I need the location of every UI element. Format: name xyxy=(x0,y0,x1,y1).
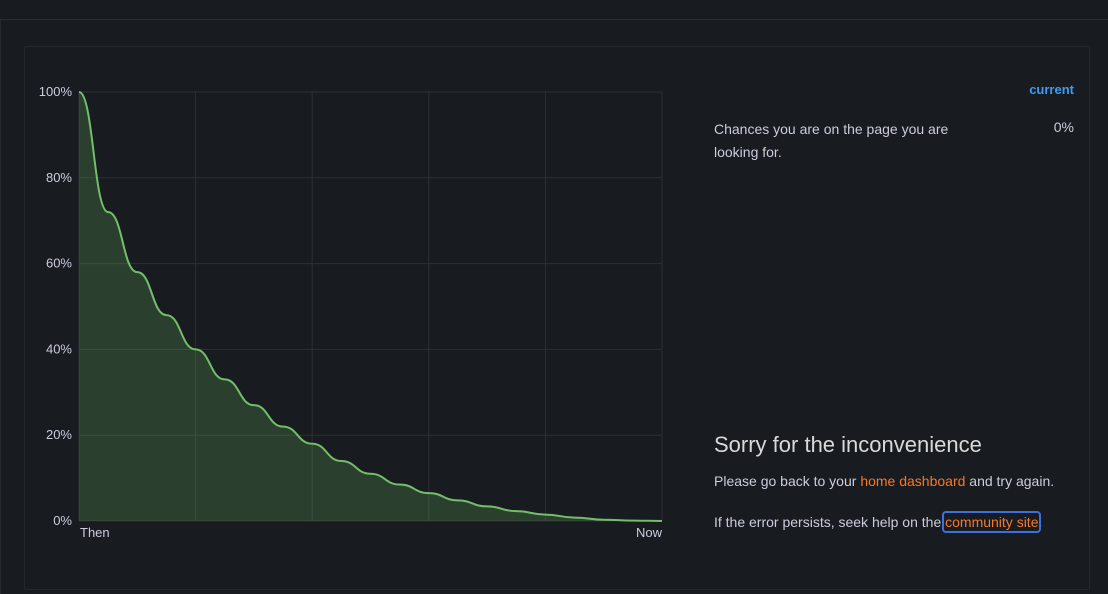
y-tick-label: 60% xyxy=(46,256,72,271)
y-tick-label: 80% xyxy=(46,170,72,185)
y-tick-label: 0% xyxy=(53,513,72,528)
top-bar xyxy=(0,0,1108,20)
x-label-start: Then xyxy=(80,525,110,540)
series-area xyxy=(79,92,662,521)
series-line xyxy=(78,91,663,522)
x-label-end: Now xyxy=(636,525,663,540)
y-tick-label: 40% xyxy=(46,341,72,356)
error-message-line-2: If the error persists, seek help on the … xyxy=(714,511,1043,533)
page-frame xyxy=(0,20,1108,594)
error-panel xyxy=(24,46,1090,590)
home-dashboard-link[interactable]: home dashboard xyxy=(860,473,966,489)
line2-prefix: If the error persists, seek help on the xyxy=(714,514,946,530)
error-message-line-1: Please go back to your home dashboard an… xyxy=(714,473,1054,489)
legend-header-current[interactable]: current xyxy=(1029,82,1074,97)
legend-series-value: 0% xyxy=(1053,119,1074,135)
line1-suffix: and try again. xyxy=(965,473,1055,489)
legend-series-label[interactable]: Chances you are on the page you are look… xyxy=(714,121,949,160)
community-site-link[interactable]: community site xyxy=(942,511,1042,533)
line1-prefix: Please go back to your xyxy=(714,473,861,489)
error-title: Sorry for the inconvenience xyxy=(714,432,982,457)
y-tick-label: 20% xyxy=(46,427,72,442)
line2-suffix: . xyxy=(1038,514,1043,530)
y-tick-label: 100% xyxy=(39,84,73,99)
